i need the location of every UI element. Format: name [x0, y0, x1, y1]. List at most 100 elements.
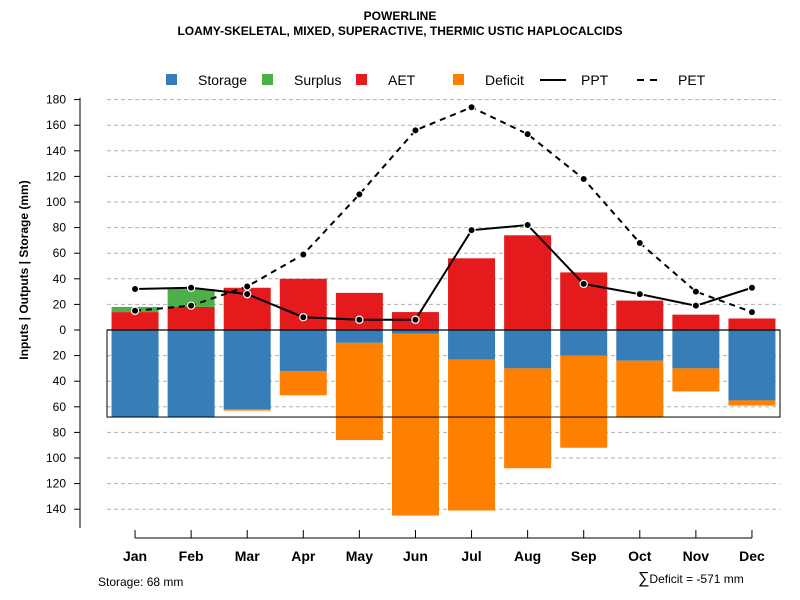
- legend-label-ppt: PPT: [581, 72, 609, 88]
- bar-storage: [560, 330, 608, 356]
- y-tick-label: 0: [59, 323, 66, 337]
- point-pet: [411, 126, 420, 135]
- bar-deficit: [728, 400, 776, 406]
- legend-swatch-surplus: [262, 74, 273, 85]
- bar-aet: [167, 306, 215, 330]
- point-ppt: [579, 279, 588, 289]
- point-pet: [467, 103, 476, 112]
- y-tick-label: 160: [46, 118, 66, 132]
- x-tick-label: Oct: [628, 548, 652, 564]
- point-pet: [299, 250, 308, 259]
- point-ppt: [523, 220, 532, 230]
- chart-subtitle: LOAMY-SKELETAL, MIXED, SUPERACTIVE, THER…: [177, 24, 623, 38]
- bar-storage: [391, 330, 439, 334]
- point-pet: [635, 238, 644, 248]
- bar-storage: [111, 330, 159, 418]
- legend-swatch-aet: [356, 74, 367, 85]
- bar-aet: [616, 300, 664, 330]
- bar-storage: [279, 330, 327, 371]
- point-ppt: [467, 225, 476, 235]
- bar-storage: [672, 330, 720, 369]
- legend-swatch-storage: [166, 74, 177, 85]
- y-tick-label: 60: [53, 246, 67, 260]
- bar-storage: [504, 330, 552, 369]
- y-tick-label: 140: [46, 502, 66, 516]
- x-tick-label: Feb: [179, 548, 204, 564]
- bar-aet: [672, 314, 720, 330]
- bar-storage: [335, 330, 383, 343]
- legend-swatch-deficit: [453, 74, 464, 85]
- point-pet: [747, 307, 757, 317]
- point-pet: [523, 129, 532, 139]
- bar-aet: [728, 318, 776, 330]
- bar-deficit: [279, 370, 327, 396]
- bar-aet: [448, 258, 496, 330]
- line-ppt: [135, 224, 753, 321]
- line-pet: [134, 106, 753, 314]
- bar-deficit: [223, 409, 271, 411]
- bar-aet: [111, 312, 159, 330]
- bar-deficit: [448, 359, 496, 511]
- legend-label-storage: Storage: [198, 72, 247, 88]
- deficit-total-note: ∑Deficit = -571 mm: [638, 570, 744, 588]
- y-tick-label: 40: [53, 374, 67, 388]
- y-tick-label: 40: [53, 272, 67, 286]
- bar-aet: [335, 292, 383, 330]
- bar-storage: [167, 330, 215, 418]
- point-pet: [579, 174, 588, 184]
- x-tick-label: Jan: [123, 548, 147, 564]
- chart-title: POWERLINE: [363, 9, 437, 23]
- x-tick-label: Jul: [461, 548, 481, 564]
- x-tick-label: Sep: [571, 548, 597, 564]
- x-tick-label: Nov: [683, 548, 710, 564]
- x-tick-label: Apr: [291, 548, 316, 564]
- bar-storage: [448, 330, 496, 360]
- point-ppt: [411, 315, 420, 324]
- y-tick-label: 100: [46, 451, 66, 465]
- storage-capacity-note: Storage: 68 mm: [98, 575, 184, 589]
- y-tick-label: 120: [46, 169, 66, 183]
- point-ppt: [299, 313, 308, 322]
- point-pet: [243, 282, 252, 291]
- y-tick-label: 120: [46, 477, 66, 491]
- bar-aet: [504, 235, 552, 330]
- point-ppt: [130, 284, 140, 294]
- y-axis-label: Inputs | Outputs | Storage (mm): [17, 180, 31, 359]
- y-tick-label: 100: [46, 195, 66, 209]
- legend-label-deficit: Deficit: [485, 72, 524, 88]
- bar-deficit: [560, 355, 608, 448]
- point-ppt: [635, 289, 644, 299]
- bar-storage: [728, 330, 776, 401]
- x-tick-label: Dec: [739, 548, 765, 564]
- point-ppt: [691, 301, 701, 310]
- x-tick-label: Aug: [514, 548, 541, 564]
- legend-label-pet: PET: [678, 72, 706, 88]
- sigma-symbol: ∑: [638, 570, 650, 587]
- y-tick-label: 140: [46, 144, 66, 158]
- point-pet: [130, 306, 140, 315]
- legend-label-aet: AET: [388, 72, 416, 88]
- point-pet: [186, 301, 196, 310]
- bar-deficit: [391, 333, 439, 516]
- y-tick-label: 20: [53, 297, 67, 311]
- bar-deficit: [504, 368, 552, 469]
- bar-deficit: [616, 360, 664, 418]
- y-tick-label: 80: [53, 425, 67, 439]
- point-ppt: [355, 315, 364, 324]
- y-tick-label: 80: [53, 221, 67, 235]
- legend-label-surplus: Surplus: [294, 72, 341, 88]
- bar-storage: [223, 330, 271, 410]
- y-tick-label: 20: [53, 349, 67, 363]
- y-tick-label: 180: [46, 93, 66, 107]
- x-tick-label: Mar: [235, 548, 260, 564]
- point-pet: [691, 287, 701, 296]
- x-tick-label: Jun: [403, 548, 428, 564]
- point-pet: [355, 190, 364, 199]
- bar-aet: [279, 278, 327, 330]
- bar-storage: [616, 330, 664, 361]
- x-tick-label: May: [346, 548, 373, 564]
- point-ppt: [186, 283, 196, 292]
- bar-deficit: [335, 342, 383, 441]
- y-tick-label: 60: [53, 400, 67, 414]
